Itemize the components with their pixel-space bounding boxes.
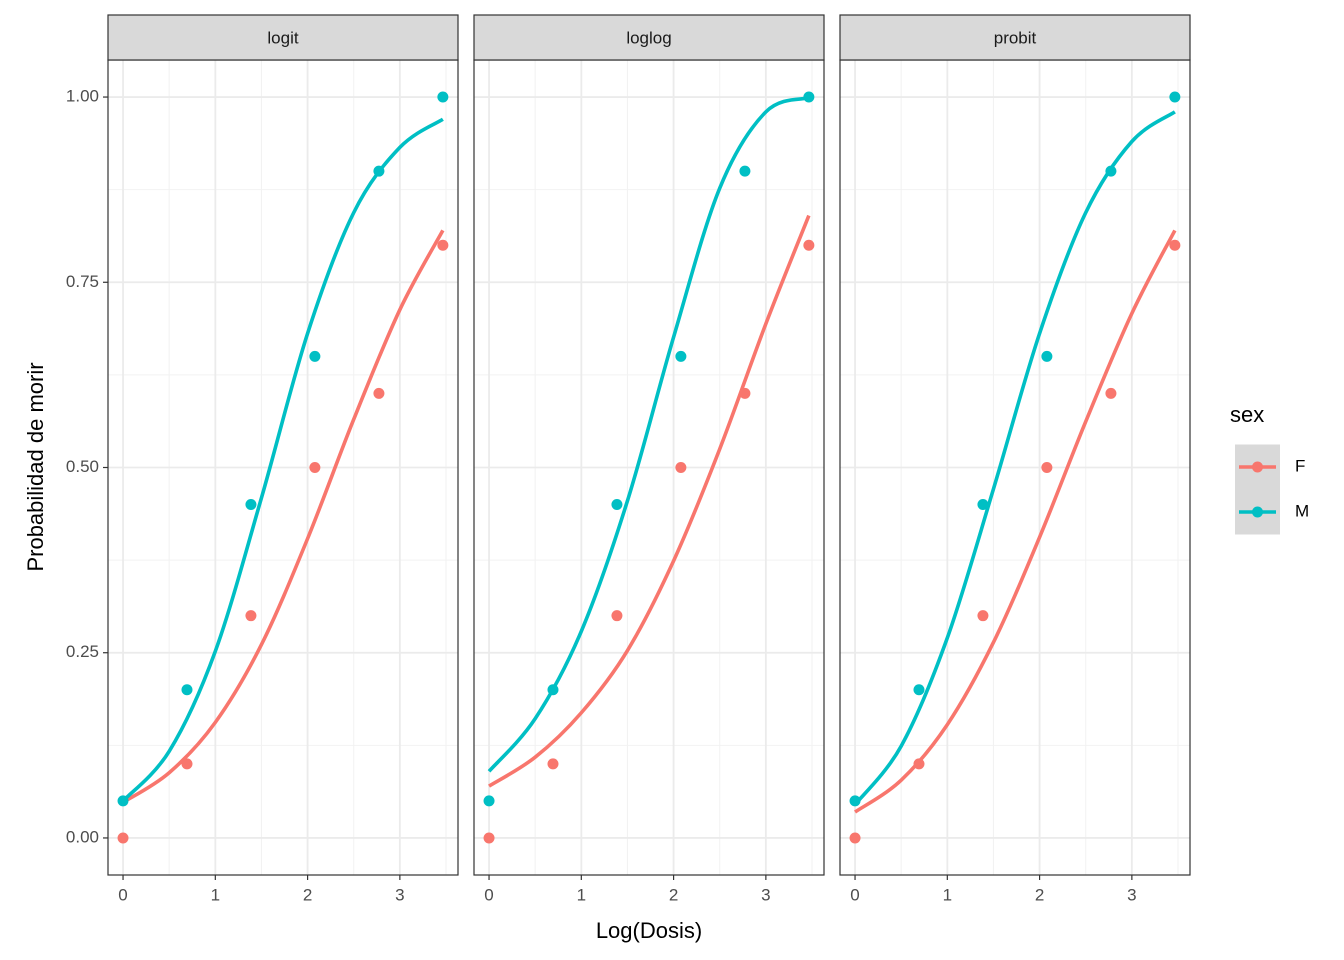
x-tick-label: 0 [850,885,859,904]
data-point [611,610,623,622]
y-axis-title: Probabilidad de morir [23,362,48,571]
data-point [117,832,129,844]
x-tick-label: 1 [943,885,952,904]
strip-label: probit [994,28,1037,47]
data-point [803,239,815,251]
data-point [483,795,495,807]
x-tick-label: 2 [1035,885,1044,904]
data-point [309,462,321,473]
x-tick-label: 1 [211,885,220,904]
data-point [913,758,925,770]
x-tick-label: 3 [395,885,404,904]
data-point [245,610,257,622]
data-point [1169,239,1181,251]
data-point [1169,91,1181,103]
data-point [1105,387,1117,399]
legend-point [1252,506,1263,518]
data-point [1105,165,1117,177]
legend-point [1252,461,1263,473]
data-point [373,387,385,399]
fit-line [487,96,810,773]
data-point [437,239,449,251]
strip [839,14,1191,61]
data-point [977,499,989,511]
data-point [913,684,925,696]
fit-line [853,110,1176,806]
strip-label: loglog [626,28,671,47]
y-tick-label: 0.50 [66,457,99,476]
data-point [803,91,815,103]
data-point [483,832,495,844]
x-tick-label: 3 [1127,885,1136,904]
data-point [1041,350,1053,362]
data-point [309,350,321,362]
x-tick-label: 3 [761,885,770,904]
strip [107,14,459,61]
data-point [547,758,559,770]
data-point [739,165,751,177]
data-point [117,795,129,807]
data-point [437,91,449,103]
y-tick-label: 1.00 [66,87,99,106]
legend-label: M [1295,501,1309,520]
legend-title: sex [1230,402,1264,427]
fit-line [488,214,811,788]
x-axis-title: Log(Dosis) [596,918,702,943]
x-tick-label: 0 [118,885,127,904]
x-tick-label: 0 [484,885,493,904]
x-tick-label: 2 [303,885,312,904]
data-point [181,758,193,770]
data-point [849,832,861,844]
data-point [181,684,193,696]
y-tick-label: 0.25 [66,642,99,661]
data-point [675,462,687,473]
legend-label: F [1295,456,1305,475]
data-point [739,387,751,399]
y-tick-label: 0.00 [66,827,99,846]
data-point [977,610,989,622]
data-point [245,499,257,511]
x-tick-label: 2 [669,885,678,904]
strip-label: logit [267,28,298,47]
data-point [611,499,623,511]
data-point [547,684,559,696]
data-point [1041,462,1053,473]
data-point [373,165,385,177]
strip [473,14,825,61]
fit-line [122,229,445,804]
y-tick-label: 0.75 [66,272,99,291]
x-tick-label: 1 [577,885,586,904]
data-point [675,350,687,362]
data-point [849,795,861,807]
